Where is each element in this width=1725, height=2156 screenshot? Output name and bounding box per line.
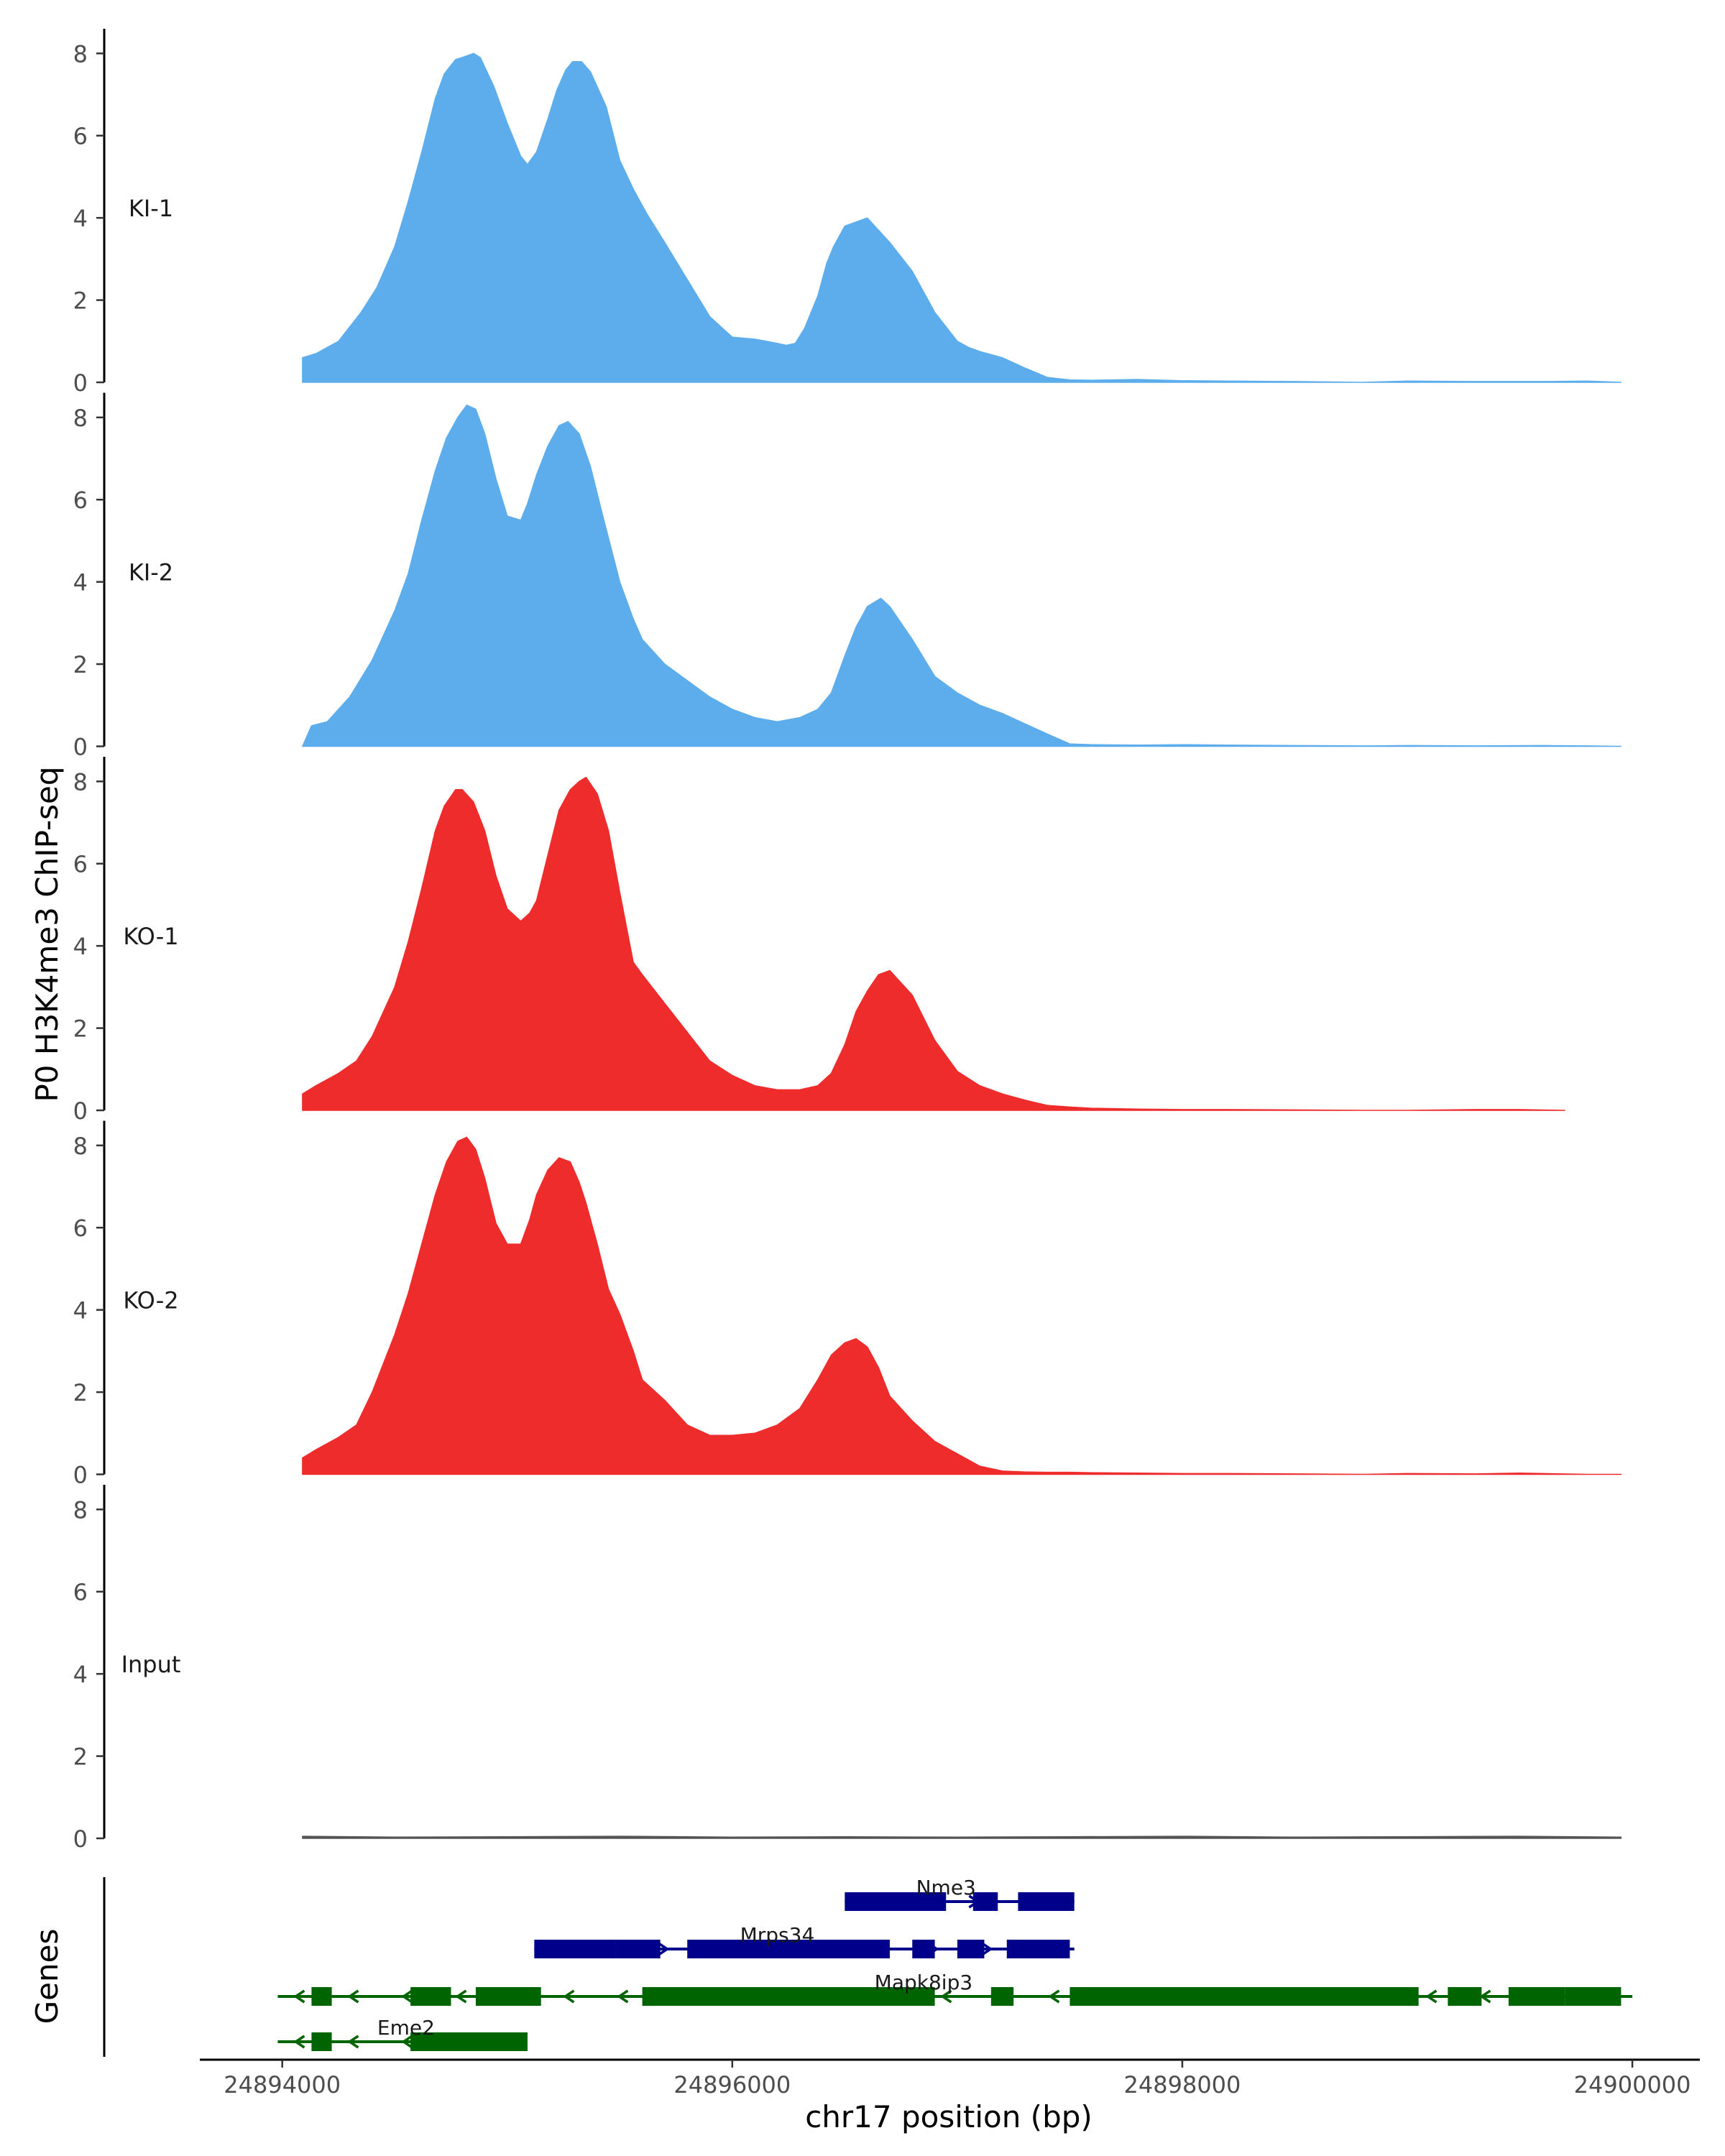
coverage-area: [302, 1136, 1622, 1475]
y-tick-label: 2: [73, 651, 88, 678]
track-label: KO-1: [123, 923, 178, 950]
track-ko-1: 0 2 4 6 8 KO-1: [73, 757, 1565, 1125]
gene-eme2: Eme2: [277, 2016, 528, 2051]
strand-arrow: [401, 1989, 413, 2004]
y-tick-label: 4: [73, 933, 88, 960]
gene-exon: [1508, 1987, 1565, 2006]
strand-arrow: [940, 1989, 952, 2004]
y-tick-label: 0: [73, 1825, 88, 1853]
gene-exon: [957, 1940, 985, 1958]
gene-exon: [687, 1940, 890, 1958]
y-tick-label: 6: [73, 1215, 88, 1242]
gene-exon: [1565, 1987, 1622, 2006]
y-tick-label: 8: [73, 1496, 88, 1524]
y-tick-label: 6: [73, 123, 88, 150]
gene-exon: [1448, 1987, 1482, 2006]
strand-arrow: [658, 1942, 670, 1956]
strand-arrow: [1048, 1989, 1060, 2004]
strand-arrow: [617, 1989, 629, 2004]
y-tick-label: 0: [73, 1462, 88, 1489]
coverage-area: [302, 404, 1622, 747]
track-label: KI-1: [129, 195, 173, 222]
gene-label: Mapk8ip3: [875, 1971, 973, 1994]
gene-exon: [990, 1987, 1014, 2006]
gene-label: Nme3: [916, 1876, 976, 1899]
gene-exon: [845, 1892, 947, 1911]
y-tick-label: 6: [73, 851, 88, 878]
gene-mrps34: Mrps34: [534, 1923, 1075, 1958]
gene-exon: [410, 1987, 451, 2006]
coverage-area: [302, 52, 1622, 383]
strand-arrow: [1425, 1989, 1438, 2004]
track-ko-2: 0 2 4 6 8 KO-2: [73, 1120, 1622, 1489]
coverage-tracks: 0 2 4 6 8 KI-1 0 2 4 6 8 KI-2 0 2 4 6 8 KO-1 0 2 4 6 8 KO-2 0 2 4 6…: [73, 29, 1622, 1853]
y-tick-label: 2: [73, 287, 88, 315]
y-tick-label: 4: [73, 569, 88, 596]
coverage-area: [302, 1835, 1622, 1839]
track-label: KO-2: [123, 1286, 178, 1314]
genes-panel-title: Genes: [29, 1929, 65, 2024]
strand-arrow: [347, 2035, 359, 2049]
y-tick-label: 0: [73, 369, 88, 397]
x-tick-label: 24894000: [224, 2071, 341, 2099]
gene-exon: [1006, 1940, 1070, 1958]
y-tick-label: 8: [73, 405, 88, 432]
y-tick-label: 4: [73, 1661, 88, 1688]
strand-arrow: [1479, 1989, 1491, 2004]
x-tick-label: 24900000: [1574, 2071, 1691, 2099]
y-tick-label: 8: [73, 768, 88, 796]
y-tick-label: 4: [73, 205, 88, 232]
gene-mapk8ip3: Mapk8ip3: [277, 1971, 1633, 2006]
gene-exon: [311, 2032, 332, 2051]
x-tick-label: 24898000: [1124, 2071, 1241, 2099]
gene-exon: [972, 1892, 998, 1911]
gene-exon: [642, 1987, 935, 2006]
strand-arrow: [347, 1989, 359, 2004]
y-tick-label: 6: [73, 1579, 88, 1606]
x-axis: 24894000 24896000 24898000 24900000: [200, 2058, 1700, 2099]
coverage-area: [302, 776, 1565, 1111]
gene-annotation-panel: Nme3 Mrps34 Mapk8ip3 Eme2: [103, 1876, 1633, 2057]
x-tick-label: 24896000: [673, 2071, 791, 2099]
strand-arrow: [981, 1942, 993, 1956]
y-axis-title: P0 H3K4me3 ChIP-seq: [29, 766, 65, 1102]
y-tick-label: 2: [73, 1743, 88, 1771]
y-tick-label: 0: [73, 734, 88, 761]
track-label: Input: [121, 1651, 181, 1678]
track-input: 0 2 4 6 8 Input: [73, 1485, 1622, 1853]
strand-arrow: [563, 1989, 575, 2004]
y-tick-label: 8: [73, 1133, 88, 1160]
gene-label: Eme2: [377, 2016, 435, 2040]
x-axis-title: chr17 position (bp): [805, 2099, 1092, 2134]
y-tick-label: 8: [73, 40, 88, 68]
track-label: KI-2: [129, 558, 173, 586]
gene-exon: [1018, 1892, 1075, 1911]
gene-exon: [534, 1940, 616, 1958]
track-ki-2: 0 2 4 6 8 KI-2: [73, 392, 1622, 761]
gene-exon: [410, 2032, 528, 2051]
strand-arrow: [401, 2035, 413, 2049]
gene-exon: [311, 1987, 332, 2006]
track-ki-1: 0 2 4 6 8 KI-1: [73, 29, 1622, 397]
strand-arrow: [293, 1989, 305, 2004]
y-tick-label: 2: [73, 1379, 88, 1406]
strand-arrow: [455, 1989, 467, 2004]
y-tick-label: 4: [73, 1297, 88, 1325]
gene-nme3: Nme3: [845, 1876, 1075, 1911]
gene-exon: [475, 1987, 541, 2006]
gene-label: Mrps34: [740, 1923, 815, 1947]
strand-arrow: [293, 2035, 305, 2049]
gene-exon: [912, 1940, 935, 1958]
y-tick-label: 6: [73, 487, 88, 514]
y-tick-label: 0: [73, 1097, 88, 1125]
gene-exon: [615, 1940, 661, 1958]
gene-exon: [1070, 1987, 1419, 2006]
y-tick-label: 2: [73, 1015, 88, 1043]
